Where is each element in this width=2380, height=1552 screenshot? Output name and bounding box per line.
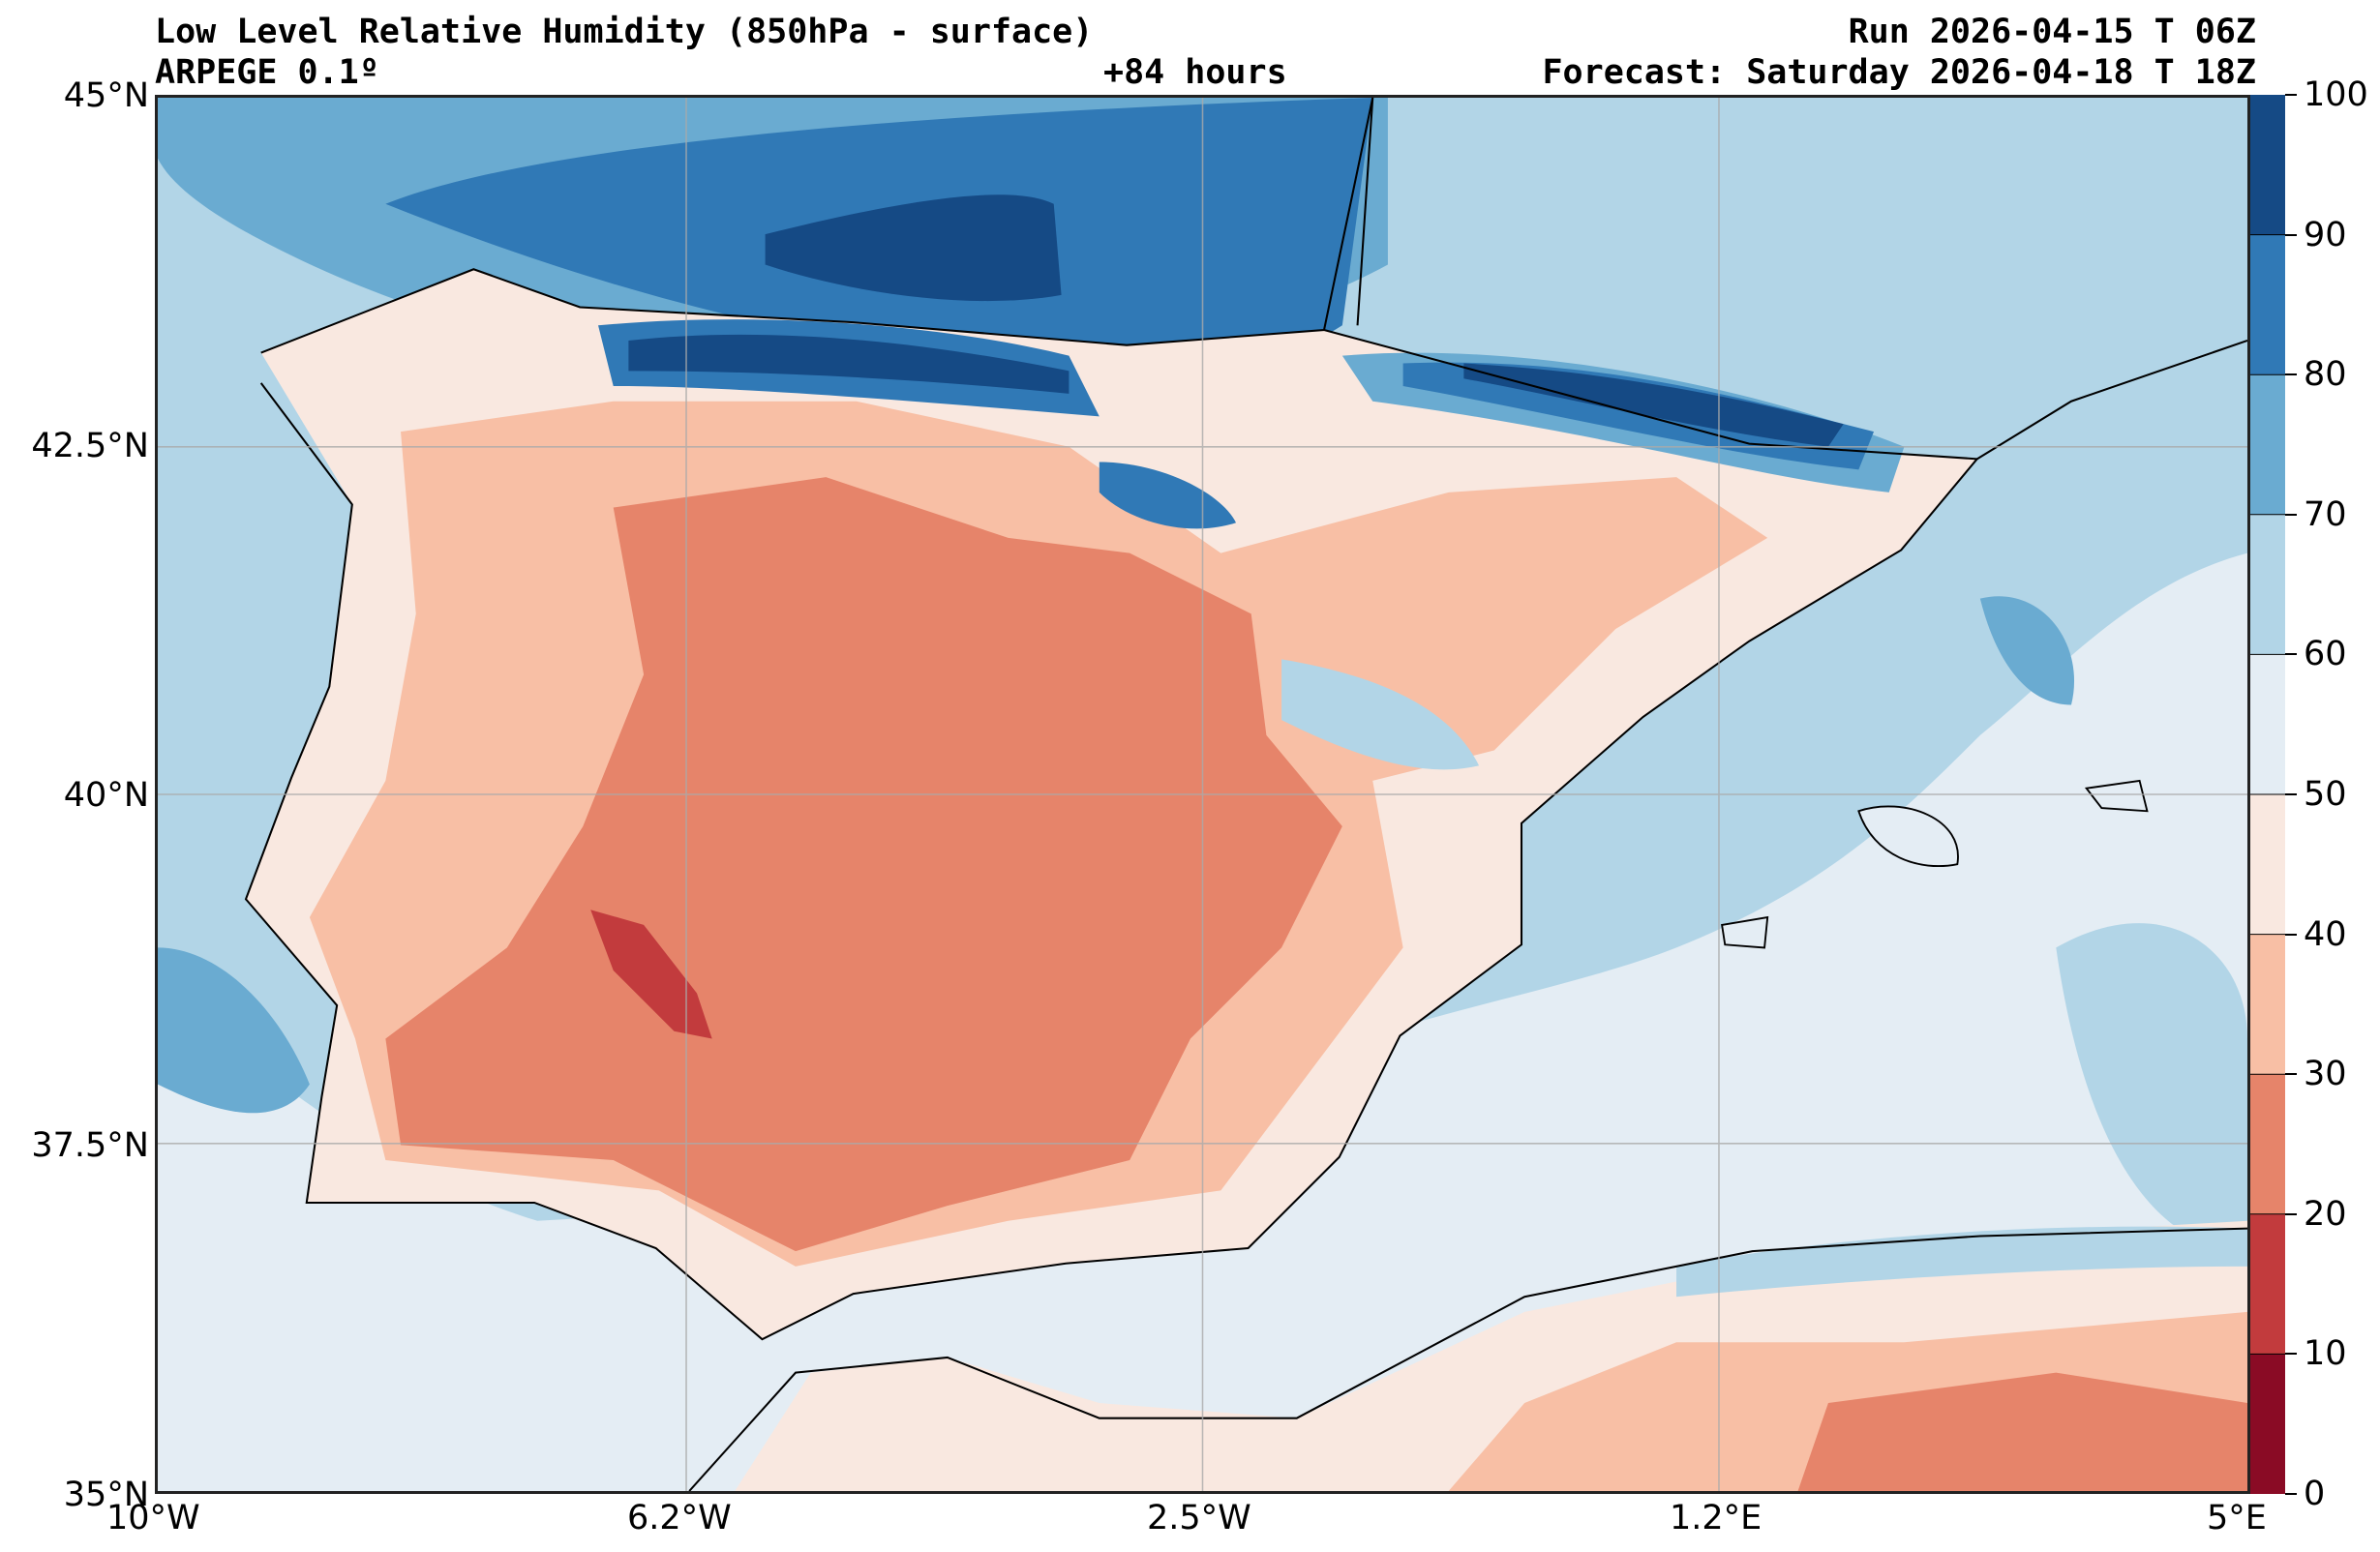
field-90-100-cantabria [628, 334, 1069, 394]
colorbar-segment [2250, 654, 2285, 795]
forecast-time: Forecast: Saturday 2026-04-18 T 18Z [1542, 53, 2256, 92]
colorbar-tick-mark [2285, 94, 2297, 96]
run-time: Run 2026-04-15 T 06Z [1848, 13, 2256, 51]
lat-tick-45: 45°N [63, 76, 149, 115]
colorbar-tick-mark [2285, 1493, 2297, 1495]
colorbar-segment [2250, 374, 2285, 516]
colorbar-tick-label: 100 [2304, 75, 2368, 114]
colorbar-tick-mark [2285, 373, 2297, 376]
colorbar-tick-mark [2285, 653, 2297, 656]
lon-tick-1-2e: 1.2°E [1670, 1499, 1762, 1537]
field-10-20-iberia [590, 910, 712, 1039]
field-90-100-biscay [765, 194, 1062, 302]
colorbar-tick-mark [2285, 1073, 2297, 1076]
field-60-70-levante [1281, 659, 1480, 770]
colorbar-tick-mark [2285, 933, 2297, 936]
island-ibiza [1721, 915, 1769, 949]
lat-tick-40: 40°N [63, 776, 149, 815]
colorbar-segment [2250, 95, 2285, 236]
field-90-100-pyrenees [1463, 363, 1844, 447]
coastline-iberia [244, 97, 1979, 1341]
colorbar-tick-mark [2285, 513, 2297, 516]
colorbar-tick-label: 60 [2304, 635, 2347, 674]
colorbar-tick-label: 90 [2304, 215, 2347, 254]
lon-tick-5e: 5°E [2207, 1499, 2267, 1537]
field-20-30-africa [1797, 1372, 2247, 1491]
colorbar-segment [2250, 934, 2285, 1075]
colorbar-tick-label: 70 [2304, 494, 2347, 534]
coastline-africa [688, 1227, 2248, 1492]
colorbar-tick-label: 0 [2304, 1475, 2326, 1513]
model-name: ARPEGE 0.1º [155, 53, 379, 92]
lat-tick-37-5: 37.5°N [31, 1126, 149, 1165]
lat-tick-42-5: 42.5°N [31, 427, 149, 465]
colorbar-tick-label: 30 [2304, 1055, 2347, 1094]
colorbar-tick-mark [2285, 1212, 2297, 1215]
colorbar-tick-label: 40 [2304, 914, 2347, 954]
island-mallorca [1857, 805, 1959, 868]
colorbar-tick-label: 50 [2304, 775, 2347, 814]
colorbar-tick-label: 20 [2304, 1194, 2347, 1234]
colorbar-segment [2250, 794, 2285, 936]
lat-tick-35: 35°N [63, 1476, 149, 1514]
humidity-map [155, 95, 2250, 1494]
colorbar-segment [2250, 514, 2285, 655]
colorbar-segment [2250, 1074, 2285, 1215]
lon-tick-2-5w: 2.5°W [1147, 1499, 1251, 1537]
field-70-80-west [158, 947, 310, 1114]
island-menorca [2084, 779, 2149, 813]
colorbar-tick-mark [2285, 793, 2297, 795]
colorbar-segment [2250, 234, 2285, 375]
colorbar-tick-label: 80 [2304, 355, 2347, 395]
field-70-80-med [1979, 596, 2075, 705]
map-title: Low Level Relative Humidity (850hPa - su… [155, 13, 1094, 51]
colorbar-tick-mark [2285, 1353, 2297, 1356]
field-60-70-africa [1676, 1226, 2247, 1298]
field-20-30-iberia [385, 477, 1342, 1252]
map-svg [158, 97, 2248, 1492]
colorbar-segment [2250, 1354, 2285, 1494]
lead-time: +84 hours [1103, 53, 1287, 92]
colorbar-segment [2250, 1213, 2285, 1355]
gridlines [158, 98, 2247, 1491]
lon-tick-10w: 10°W [106, 1499, 200, 1537]
field-60-70-east [2056, 923, 2247, 1252]
colorbar-tick-mark [2285, 233, 2297, 236]
lon-tick-6-2w: 6.2°W [627, 1499, 732, 1537]
coastline-france [1356, 97, 2248, 461]
colorbar-tick-label: 10 [2304, 1334, 2347, 1374]
colorbar [2250, 95, 2285, 1494]
